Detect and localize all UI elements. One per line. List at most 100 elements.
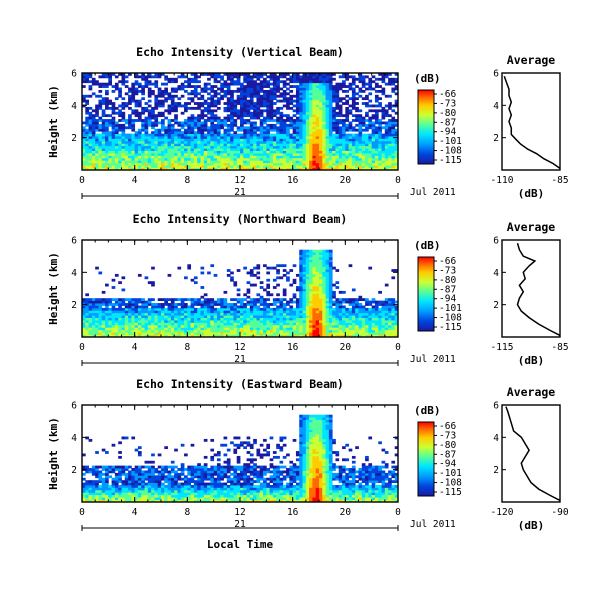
heatmap-cell — [137, 155, 142, 159]
heatmap-cell — [279, 116, 284, 120]
heatmap-cell — [233, 320, 238, 323]
heatmap-cell — [348, 315, 353, 318]
heatmap-cell — [121, 136, 126, 139]
heatmap-cell — [216, 126, 221, 130]
heatmap-cell — [299, 324, 303, 328]
heatmap-cell — [384, 75, 389, 79]
heatmap-cell — [220, 136, 224, 139]
heatmap-cell — [272, 75, 277, 79]
heatmap-cell — [299, 131, 303, 135]
heatmap-cell — [91, 327, 96, 331]
heatmap-cell — [282, 269, 287, 272]
heatmap-cell — [82, 128, 86, 132]
heatmap-cell — [174, 320, 178, 323]
heatmap-cell — [315, 324, 320, 328]
heatmap-cell — [378, 85, 382, 88]
heatmap-cell — [207, 155, 211, 159]
heatmap-cell — [210, 85, 215, 88]
heatmap-cell — [319, 288, 323, 292]
heatmap-cell — [322, 252, 326, 255]
heatmap-cell — [111, 145, 116, 149]
heatmap-cell — [243, 298, 247, 302]
heatmap-cell — [147, 332, 152, 335]
heatmap-cell — [137, 131, 142, 135]
heatmap-cell — [236, 138, 241, 142]
heatmap-cell — [85, 303, 89, 306]
heatmap-cell — [85, 312, 89, 316]
heatmap-cell — [282, 99, 287, 103]
heatmap-cell — [381, 140, 386, 144]
heatmap-cell — [263, 329, 267, 333]
heatmap-cell — [98, 162, 103, 166]
heatmap-cell — [108, 155, 113, 159]
heatmap-cell — [82, 320, 86, 323]
heatmap-cell — [128, 167, 132, 171]
heatmap-cell — [384, 123, 389, 127]
heatmap-cell — [151, 92, 155, 96]
heatmap-cell — [305, 119, 310, 122]
heatmap-cell — [88, 317, 93, 321]
heatmap-cell — [121, 148, 126, 151]
heatmap-cell — [157, 75, 162, 79]
heatmap-cell — [82, 77, 86, 81]
heatmap-cell — [236, 157, 241, 161]
heatmap-cell — [230, 276, 234, 280]
heatmap-cell — [184, 119, 188, 122]
heatmap-cell — [371, 300, 376, 304]
heatmap-cell — [220, 312, 224, 316]
heatmap-cell — [177, 160, 182, 164]
heatmap-cell — [348, 145, 353, 149]
heatmap-cell — [263, 298, 267, 302]
heatmap-cell — [157, 89, 162, 93]
heatmap-cell — [124, 332, 129, 335]
heatmap-cell — [114, 312, 119, 316]
heatmap-cell — [101, 303, 106, 306]
heatmap-cell — [184, 123, 188, 127]
heatmap-cell — [174, 148, 178, 151]
heatmap-cell — [131, 99, 136, 103]
heatmap-cell — [105, 317, 109, 321]
heatmap-cell — [286, 329, 290, 333]
heatmap-cell — [302, 298, 307, 302]
heatmap-cell — [164, 320, 168, 323]
heatmap-cell — [141, 310, 145, 314]
heatmap-cell — [272, 286, 277, 289]
heatmap-cell — [190, 322, 195, 326]
heatmap-cell — [246, 334, 251, 338]
heatmap-cell — [187, 116, 192, 120]
heatmap-cell — [203, 329, 208, 333]
heatmap-cell — [223, 303, 228, 306]
heatmap-cell — [253, 80, 257, 84]
heatmap-cell — [105, 138, 109, 142]
heatmap-cell — [108, 80, 113, 84]
heatmap-cell — [305, 150, 310, 154]
heatmap-cell — [289, 300, 294, 304]
heatmap-cell — [121, 116, 126, 120]
heatmap-cell — [381, 300, 386, 304]
heatmap-cell — [338, 111, 343, 115]
heatmap-cell — [374, 157, 379, 161]
heatmap-cell — [319, 283, 323, 287]
heatmap-cell — [374, 300, 379, 304]
heatmap-cell — [322, 82, 326, 86]
heatmap-cell — [144, 102, 149, 105]
heatmap-cell — [88, 75, 93, 79]
heatmap-cell — [348, 85, 353, 88]
heatmap-cell — [345, 153, 350, 156]
heatmap-cell — [193, 126, 198, 130]
heatmap-cell — [197, 92, 201, 96]
heatmap-cell — [203, 165, 208, 168]
heatmap-cell — [203, 320, 208, 323]
heatmap-cell — [170, 133, 175, 137]
heatmap-cell — [167, 104, 172, 108]
heatmap-cell — [295, 320, 300, 323]
heatmap-cell — [190, 85, 195, 88]
heatmap-cell — [276, 310, 280, 314]
heatmap-cell — [312, 293, 317, 297]
heatmap-cell — [272, 153, 277, 156]
heatmap-cell — [325, 278, 330, 282]
heatmap-cell — [269, 315, 274, 318]
heatmap-cell — [358, 121, 363, 125]
heatmap-cell — [134, 157, 139, 161]
heatmap-cell — [121, 153, 126, 156]
